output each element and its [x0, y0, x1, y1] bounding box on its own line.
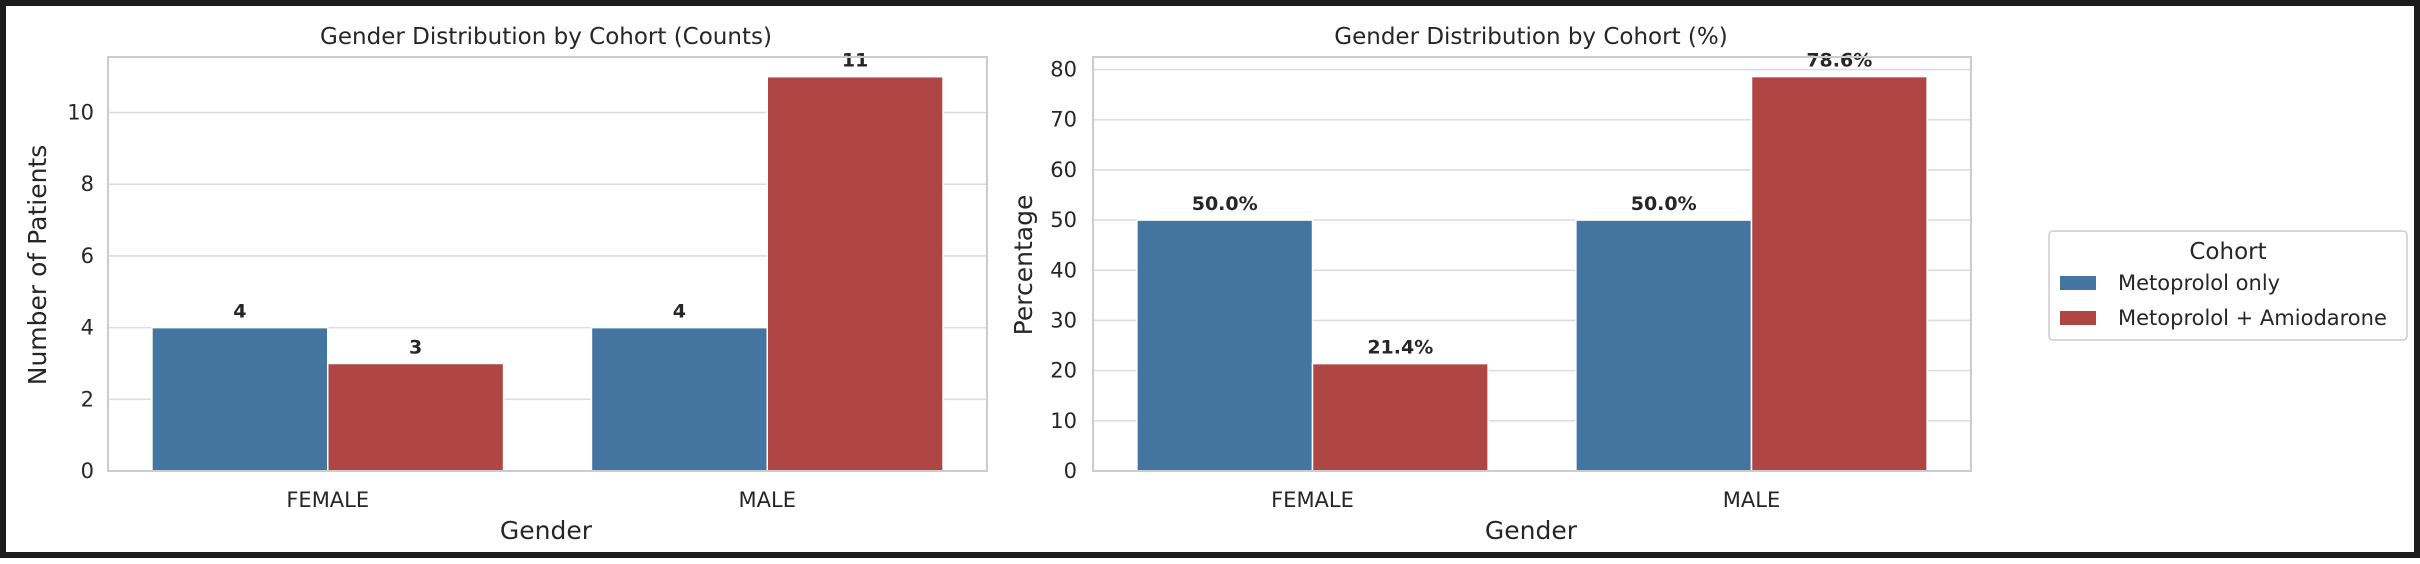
counts-bar-female-series-0: [151, 326, 329, 472]
counts-data-label: 4: [673, 301, 686, 323]
percent-x-tick-label: FEMALE: [1271, 488, 1354, 512]
percent-y-tick-label: 50: [1050, 208, 1077, 232]
percent-chart: Gender Distribution by Cohort (%) Gender…: [1009, 24, 1972, 545]
percent-y-tick-label: 60: [1050, 158, 1077, 182]
counts-data-label: 3: [409, 336, 422, 358]
legend-box: [2048, 230, 2408, 341]
percent-y-tick-label: 30: [1050, 308, 1077, 332]
percent-y-tick-label: 10: [1050, 409, 1077, 433]
percent-y-tick-label: 70: [1050, 108, 1077, 132]
percent-data-label: 50.0%: [1631, 193, 1697, 215]
percent-bar-male-series-0: [1575, 219, 1753, 472]
counts-x-tick-label: MALE: [739, 488, 796, 512]
counts-y-tick-label: 2: [81, 387, 94, 411]
counts-y-tick-label: 0: [81, 459, 94, 483]
percent-data-label: 78.6%: [1806, 50, 1872, 72]
counts-plot-frame: [107, 56, 988, 472]
percent-bar-female-series-1: [1311, 362, 1489, 472]
legend-title: Cohort: [2189, 239, 2266, 265]
counts-y-axis-label: Number of Patients: [23, 145, 52, 386]
counts-y-tick-label: 6: [81, 244, 94, 268]
counts-chart: Gender Distribution by Cohort (Counts) G…: [23, 24, 988, 545]
percent-plot-frame: [1092, 56, 1972, 472]
percent-y-tick-label: 40: [1050, 258, 1077, 282]
figure-canvas: Gender Distribution by Cohort (Counts) G…: [23, 24, 2408, 545]
counts-y-tick-label: 8: [81, 172, 94, 196]
counts-y-tick-label: 4: [81, 316, 94, 340]
legend-swatch-metoprolol-amiodarone: [2060, 311, 2096, 325]
counts-bar-female-series-1: [327, 362, 505, 472]
legend-label-metoprolol-only: Metoprolol only: [2118, 271, 2280, 295]
counts-chart-title: Gender Distribution by Cohort (Counts): [320, 24, 772, 50]
percent-x-axis-label: Gender: [1485, 516, 1578, 545]
counts-data-label: 11: [842, 50, 868, 72]
percent-bar-male-series-1: [1750, 75, 1928, 472]
counts-data-label: 4: [233, 301, 246, 323]
percent-y-tick-label: 80: [1050, 58, 1077, 82]
percent-data-label: 50.0%: [1192, 193, 1258, 215]
counts-bar-male-series-1: [766, 75, 944, 472]
counts-y-tick-label: 10: [67, 101, 94, 125]
percent-x-tick-label: MALE: [1723, 488, 1780, 512]
legend-swatch-metoprolol-only: [2060, 276, 2096, 290]
percent-y-tick-label: 0: [1064, 459, 1077, 483]
counts-x-axis-label: Gender: [500, 516, 593, 545]
percent-data-label: 21.4%: [1367, 337, 1433, 359]
legend-label-metoprolol-amiodarone: Metoprolol + Amiodarone: [2118, 306, 2387, 330]
percent-chart-title: Gender Distribution by Cohort (%): [1334, 24, 1727, 50]
counts-bar-male-series-0: [590, 326, 769, 472]
percent-y-axis-label: Percentage: [1009, 195, 1038, 336]
percent-y-tick-label: 20: [1050, 359, 1077, 383]
counts-x-tick-label: FEMALE: [286, 488, 369, 512]
percent-bar-female-series-0: [1136, 219, 1314, 472]
legend: Cohort Metoprolol only Metoprolol + Amio…: [2048, 230, 2408, 341]
